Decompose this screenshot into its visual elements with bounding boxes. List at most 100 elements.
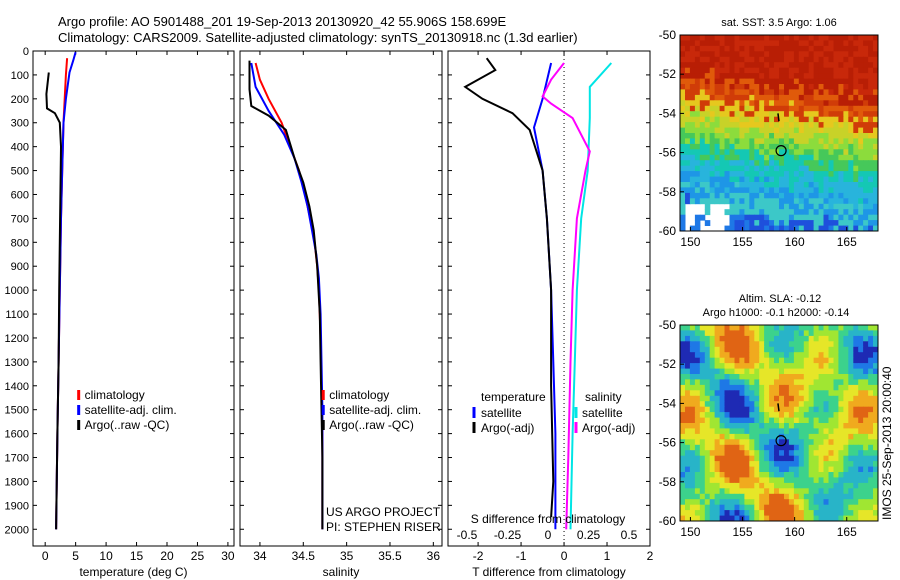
map-cell: [729, 510, 735, 516]
map-cell: [858, 428, 864, 435]
map-cell: [714, 122, 721, 128]
map-cell: [744, 346, 750, 353]
map-cell: [729, 73, 735, 79]
map-cell: [749, 45, 755, 52]
map-cell: [873, 45, 879, 52]
map-cell: [764, 89, 770, 96]
map-cell: [788, 35, 795, 41]
map-cell: [694, 100, 701, 107]
map-cell: [823, 160, 829, 167]
map-cell: [724, 488, 730, 495]
map-cell: [858, 105, 864, 112]
map-cell: [694, 122, 701, 128]
map-cell: [858, 187, 864, 194]
map-cell: [764, 209, 770, 216]
map-cell: [709, 78, 716, 85]
map-cell: [843, 165, 849, 172]
map-cell: [848, 466, 854, 473]
map-cell: [699, 488, 706, 495]
map-cell: [823, 395, 829, 402]
map-cell: [729, 423, 735, 429]
x-tick-label: 34.5: [292, 549, 316, 563]
map-cell: [838, 423, 844, 429]
map-cell: [754, 412, 760, 418]
map-cell: [843, 510, 849, 516]
series-line-argo-raw-qc-: [45, 72, 63, 530]
map-cell: [709, 192, 716, 199]
map-cell: [779, 466, 785, 473]
map-cell: [808, 363, 815, 369]
map-cell: [873, 461, 879, 467]
map-cell: [769, 220, 775, 226]
map-cell: [749, 357, 755, 364]
map-cell: [808, 412, 815, 418]
map-cell: [744, 143, 750, 150]
timestamp-label: IMOS 25-Sep-2013 20:00:40: [880, 366, 894, 520]
map-cell: [828, 325, 834, 331]
map-cell: [793, 439, 800, 446]
sla-map-title: Altim. SLA: -0.12: [739, 293, 822, 305]
map-cell: [863, 160, 869, 167]
map-cell: [793, 493, 800, 500]
map-cell: [828, 220, 834, 226]
map-cell: [714, 363, 721, 369]
map-cell: [843, 116, 849, 123]
map-cell: [823, 401, 829, 408]
map-cell: [729, 89, 735, 96]
map-cell: [818, 472, 825, 478]
map-cell: [808, 171, 815, 177]
map-cell: [719, 455, 726, 462]
map-cell: [828, 198, 834, 205]
map-cell: [754, 515, 760, 522]
map-cell: [729, 45, 735, 52]
map-cell: [734, 477, 740, 484]
map-cell: [843, 341, 849, 348]
map-cell: [833, 209, 839, 216]
map-cell: [689, 78, 696, 85]
map-cell: [843, 51, 849, 58]
map-cell: [848, 160, 854, 167]
map-cell: [784, 127, 790, 134]
map-cell: [779, 62, 785, 69]
y-tick-label: 1900: [5, 500, 29, 512]
map-cell: [828, 203, 834, 210]
map-cell: [848, 455, 854, 462]
map-cell: [788, 160, 795, 167]
map-cell: [843, 111, 849, 118]
map-cell: [704, 363, 711, 369]
map-cell: [769, 368, 775, 375]
map-cell: [759, 395, 765, 402]
map-cell: [828, 346, 834, 353]
map-cell: [838, 450, 844, 457]
map-cell: [694, 45, 701, 52]
map-cell: [818, 357, 825, 364]
map-cell: [808, 428, 815, 435]
map-cell: [694, 433, 701, 440]
map-cell: [833, 472, 839, 478]
map-cell: [848, 182, 854, 188]
map-cell: [734, 187, 740, 194]
map-cell: [873, 127, 879, 134]
map-cell: [798, 105, 805, 112]
map-cell: [873, 488, 879, 495]
map-cell: [828, 510, 834, 516]
map-cell: [724, 51, 730, 58]
map-cell: [724, 111, 730, 118]
legend-label: Argo(..raw -QC): [85, 418, 170, 432]
map-cell: [843, 461, 849, 467]
map-cell: [828, 504, 834, 511]
map-cell: [734, 143, 740, 150]
map-cell: [729, 138, 735, 145]
map-cell: [833, 198, 839, 205]
map-cell: [694, 89, 701, 96]
map-cell: [694, 133, 701, 139]
map-cell: [784, 384, 790, 391]
map-cell: [764, 488, 770, 495]
map-cell: [853, 203, 859, 210]
map-cell: [694, 335, 701, 342]
map-cell: [823, 374, 829, 380]
map-cell: [694, 444, 701, 451]
map-cell: [863, 417, 869, 424]
map-cell: [774, 384, 780, 391]
map-cell: [788, 105, 795, 112]
